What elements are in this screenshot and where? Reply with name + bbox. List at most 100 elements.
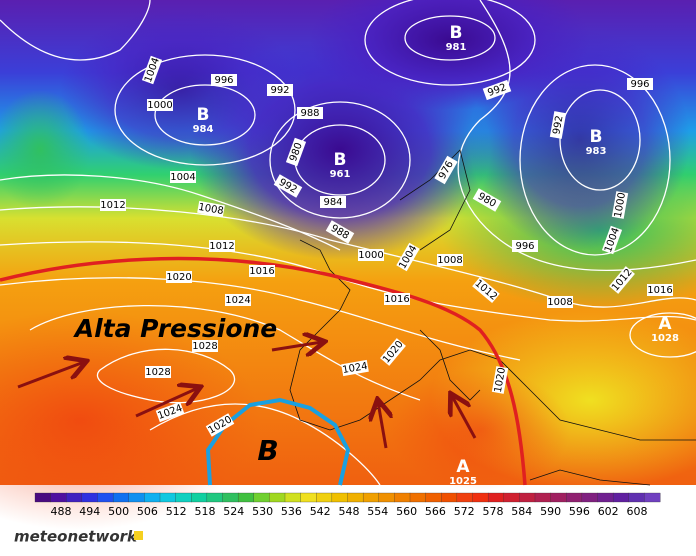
isobar-label-bg [225, 294, 251, 306]
colorbar-cell [316, 492, 333, 503]
isobar-label-bg [384, 293, 410, 305]
isobar-label-bg [211, 74, 237, 86]
isobar-label-text: 1016 [249, 266, 274, 277]
colorbar-cell [97, 492, 114, 503]
isobar-label-text: 984 [323, 197, 342, 208]
colorbar-cell [581, 492, 598, 503]
isobar-label-text: 1004 [170, 172, 195, 183]
isobar-label: 1008 [197, 200, 225, 218]
colorbar-cell [237, 492, 255, 503]
colorbar-cell [503, 492, 520, 503]
isobar-label-text: 1024 [225, 295, 250, 306]
isobar-label: 1008 [547, 296, 573, 308]
isobar-label-bg [472, 188, 502, 212]
colorbar-cell [81, 492, 98, 503]
center-symbol: B [334, 150, 347, 170]
colorbar-cell [644, 492, 661, 503]
colorbar-cell [394, 492, 411, 503]
isobar-label: 996 [627, 78, 653, 90]
center-symbol: B [590, 127, 603, 147]
colorbar-cell [550, 492, 567, 503]
isobar-label-text: 1012 [209, 241, 234, 252]
isobar-label-text: 1008 [197, 202, 224, 217]
isobar-label-text: 1000 [613, 192, 628, 219]
colorbar-tick-label: 554 [367, 505, 388, 518]
annotation: Alta Pressione [73, 314, 278, 343]
isobar-label-bg [437, 254, 463, 266]
isobar-label-bg [647, 284, 673, 296]
colorbar-tick-label: 506 [137, 505, 158, 518]
isobar-label-text: 1016 [384, 294, 409, 305]
isobar-label-bg [396, 242, 420, 272]
isobar-label: 1016 [647, 284, 673, 296]
isobar-label-bg [147, 99, 173, 111]
isobar-label-text: 1028 [145, 367, 170, 378]
isobar-label-text: 1000 [147, 100, 172, 111]
isobar-label-bg [358, 249, 384, 261]
isobar-label-bg [285, 137, 307, 167]
colorbar-cell [487, 492, 505, 503]
isobar-label-bg [320, 196, 346, 208]
brand-square [134, 531, 143, 540]
colorbar-cell [425, 492, 442, 503]
isobar-label-bg [197, 200, 225, 218]
isobar-label-text: 996 [214, 75, 233, 86]
colorbar-tick-label: 536 [281, 505, 302, 518]
isobars [0, 0, 696, 485]
isobar-label: 1016 [384, 293, 410, 305]
ridge-line [0, 256, 527, 486]
colorbar-cell [112, 492, 130, 503]
colorbar-tick-label: 608 [627, 505, 648, 518]
flow-arrows [17, 342, 477, 449]
isobar-label: 996 [211, 74, 237, 86]
isobar-label-bg [141, 55, 163, 85]
isobar-label: 1012 [100, 199, 126, 211]
colorbar-tick-label: 542 [310, 505, 331, 518]
center-value: 981 [446, 42, 467, 53]
isobar-label: 1016 [249, 265, 275, 277]
colorbar-cell [378, 492, 395, 503]
isobar-label-bg [611, 191, 629, 219]
center-symbol: A [456, 457, 470, 477]
isobar-label-bg [472, 277, 500, 303]
colorbar-cell [534, 492, 552, 503]
colorbar-cell [597, 492, 614, 503]
colorbar-cell [441, 492, 458, 503]
colorbar-cell [206, 492, 223, 503]
isobar-label: 1024 [341, 359, 369, 377]
isobar-label-bg [166, 271, 192, 283]
brand: meteonetwork [14, 528, 138, 546]
isobar-label: 992 [549, 111, 567, 139]
isobar-label-bg [482, 79, 512, 101]
colorbar-cell [191, 492, 208, 503]
isobar-label-bg [249, 265, 275, 277]
isobar-label-text: 1012 [100, 200, 125, 211]
isobar-label-text: 1016 [647, 285, 672, 296]
colorbar-cell [300, 492, 317, 503]
colorbar-tick-label: 584 [511, 505, 532, 518]
isobar-label: 1020 [491, 366, 509, 394]
colorbar-cell [34, 492, 52, 503]
isobar-label-text: 1020 [166, 272, 191, 283]
colorbar-cell [472, 492, 489, 503]
center-value: 1025 [449, 476, 477, 487]
colorbar-cell [362, 492, 380, 503]
isobar-label-text: 1024 [342, 361, 369, 376]
isobar-label: 992 [267, 84, 293, 96]
coastlines [289, 149, 696, 486]
isobar-label-bg [549, 111, 567, 139]
colorbar-cell [66, 492, 83, 503]
isobar-label: 1000 [358, 249, 384, 261]
isobar-label-bg [380, 338, 406, 366]
isobar-label-bg [209, 240, 235, 252]
isobar-label: 1000 [147, 99, 173, 111]
isobar-label: 1028 [145, 366, 171, 378]
isobar-label: 1008 [437, 254, 463, 266]
colorbar-cell [159, 492, 177, 503]
isobar-label-bg [192, 340, 218, 352]
isobar-label-text: 988 [300, 108, 319, 119]
colorbar-tick-label: 518 [195, 505, 216, 518]
center-value: 961 [330, 169, 351, 180]
isobar-label-bg [273, 174, 303, 198]
isobar-label: 1024 [225, 294, 251, 306]
